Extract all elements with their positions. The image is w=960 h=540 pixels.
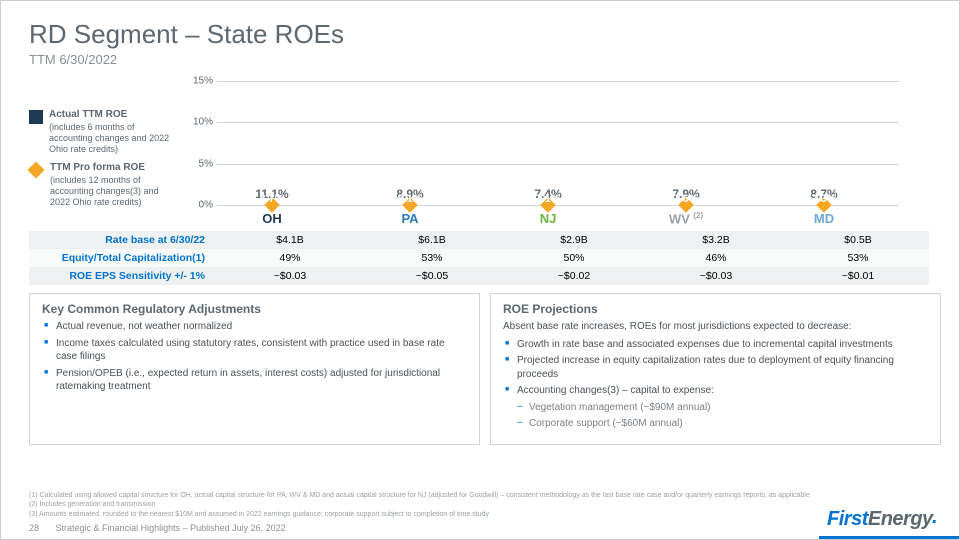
table-cell: $3.2B: [645, 231, 787, 249]
box-title: ROE Projections: [503, 302, 928, 316]
y-tick: 0%: [199, 200, 213, 211]
chart-legend: Actual TTM ROE(includes 6 months of acco…: [29, 81, 179, 227]
list-item: Income taxes calculated using statutory …: [44, 337, 467, 364]
footer-text: Strategic & Financial Highlights – Publi…: [56, 523, 286, 533]
x-category-label: MD: [779, 211, 869, 226]
roe-bar-chart: 0%5%10%15% 11.1%8.7%8.9%8.1%7.4%7.1%7.9%…: [179, 81, 899, 205]
table-cell: 53%: [787, 249, 929, 267]
list-item: Projected increase in equity capitalizat…: [505, 354, 928, 381]
swatch-icon: [29, 110, 43, 124]
table-row: ROE EPS Sensitivity +/- 1%~$0.03~$0.05~$…: [29, 267, 929, 285]
footnote-line: (3) Amounts estimated, rounded to the ne…: [29, 510, 909, 519]
table-cell: 49%: [219, 249, 361, 267]
table-cell: $2.9B: [503, 231, 645, 249]
diamond-icon: [28, 162, 45, 179]
list-item: Actual revenue, not weather normalized: [44, 320, 467, 334]
table-cell: 53%: [361, 249, 503, 267]
diamond-value-label: 7.6%: [641, 193, 731, 205]
legend-label: Actual TTM ROE(includes 6 months of acco…: [49, 109, 179, 154]
table-cell: ~$0.05: [361, 267, 503, 285]
diamond-value-label: 8.7%: [227, 193, 317, 205]
diamond-value-label: 7.3%: [779, 193, 869, 205]
diamond-value-label: 8.1%: [365, 193, 455, 205]
regulatory-adjustments-box: Key Common Regulatory Adjustments Actual…: [29, 293, 480, 445]
x-category-label: PA: [365, 211, 455, 226]
x-category-label: OH: [227, 211, 317, 226]
list-subitem: Vegetation management (~$90M annual): [505, 401, 928, 415]
diamond-value-label: 7.1%: [503, 193, 593, 205]
y-tick: 15%: [193, 76, 213, 87]
roe-projections-box: ROE Projections Absent base rate increas…: [490, 293, 941, 445]
list-item: Growth in rate base and associated expen…: [505, 338, 928, 352]
slide-footer: 28 Strategic & Financial Highlights – Pu…: [29, 523, 286, 533]
table-cell: $6.1B: [361, 231, 503, 249]
table-cell: ~$0.03: [219, 267, 361, 285]
firstenergy-logo: FirstEnergy.: [827, 508, 937, 531]
table-cell: ~$0.03: [645, 267, 787, 285]
table-cell: $4.1B: [219, 231, 361, 249]
box-title: Key Common Regulatory Adjustments: [42, 302, 467, 316]
y-tick: 5%: [199, 158, 213, 169]
metrics-table: Rate base at 6/30/22$4.1B$6.1B$2.9B$3.2B…: [29, 231, 929, 285]
footnote-line: (2) Includes generation and transmission: [29, 500, 909, 509]
x-category-label: NJ: [503, 211, 593, 226]
table-cell: ~$0.01: [787, 267, 929, 285]
legend-label: TTM Pro forma ROE(includes 12 months of …: [50, 162, 179, 207]
table-cell: 50%: [503, 249, 645, 267]
accent-line: [819, 536, 959, 539]
table-cell: $0.5B: [787, 231, 929, 249]
row-label: Rate base at 6/30/22: [29, 231, 219, 249]
list-subitem: Corporate support (~$60M annual): [505, 417, 928, 431]
page-title: RD Segment – State ROEs: [29, 19, 959, 50]
table-row: Equity/Total Capitalization(1)49%53%50%4…: [29, 249, 929, 267]
row-label: Equity/Total Capitalization(1): [29, 249, 219, 267]
y-tick: 10%: [193, 117, 213, 128]
table-cell: ~$0.02: [503, 267, 645, 285]
table-cell: 46%: [645, 249, 787, 267]
footnotes: (1) Calculated using allowed capital str…: [29, 491, 909, 519]
page-number: 28: [29, 523, 39, 533]
list-item: Accounting changes(3) – capital to expen…: [505, 384, 928, 398]
page-subtitle: TTM 6/30/2022: [29, 52, 959, 67]
row-label: ROE EPS Sensitivity +/- 1%: [29, 267, 219, 285]
x-category-label: WV (2): [641, 211, 731, 226]
list-item: Pension/OPEB (i.e., expected return in a…: [44, 367, 467, 394]
footnote-line: (1) Calculated using allowed capital str…: [29, 491, 909, 500]
chart-x-axis: OH PA NJ WV (2) MD: [217, 205, 899, 227]
table-row: Rate base at 6/30/22$4.1B$6.1B$2.9B$3.2B…: [29, 231, 929, 249]
box-lead-text: Absent base rate increases, ROEs for mos…: [503, 320, 928, 334]
